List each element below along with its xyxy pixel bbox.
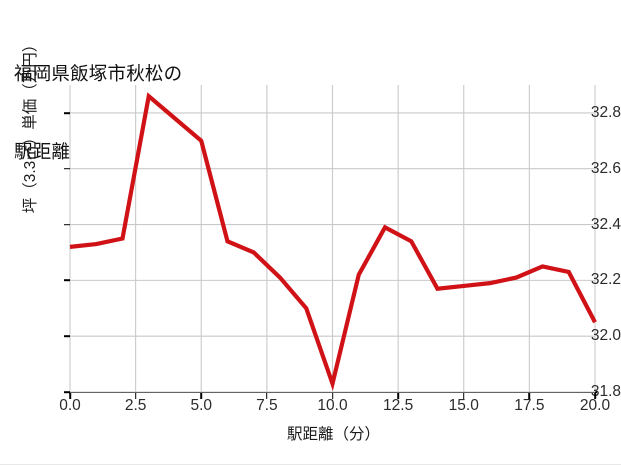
x-tick-mark bbox=[528, 393, 531, 399]
x-axis-title: 駅距離（分） bbox=[286, 426, 380, 443]
x-tick-mark bbox=[200, 393, 203, 399]
y-tick-mark bbox=[64, 279, 70, 282]
x-tick-label: 0.0 bbox=[59, 397, 81, 414]
x-tick-mark bbox=[331, 393, 334, 399]
y-tick-label: 32.8 bbox=[590, 103, 621, 121]
x-tick-mark bbox=[134, 393, 137, 399]
y-tick-mark bbox=[64, 391, 70, 393]
x-tick-label: 5.0 bbox=[190, 397, 213, 414]
x-tick-label: 10.0 bbox=[317, 397, 348, 414]
x-tick-mark bbox=[266, 393, 268, 399]
y-tick-label: 31.8 bbox=[590, 383, 621, 400]
x-tick-label: 12.5 bbox=[383, 397, 414, 414]
x-tick-mark bbox=[462, 393, 465, 399]
y-tick-label: 32.6 bbox=[590, 159, 621, 177]
x-tick-label: 17.5 bbox=[514, 397, 545, 414]
series-line-price bbox=[69, 92, 597, 392]
y-tick-label: 32.2 bbox=[590, 271, 621, 289]
x-tick-mark bbox=[594, 393, 596, 399]
series-line-layer bbox=[69, 92, 597, 392]
y-axis-title: 坪（3.3㎡）単価（万円） bbox=[22, 36, 39, 214]
x-tick-label: 20.0 bbox=[579, 397, 611, 414]
y-tick-label: 32.4 bbox=[590, 215, 621, 233]
x-tick-label: 7.5 bbox=[256, 397, 278, 414]
y-tick-mark bbox=[64, 167, 70, 170]
y-tick-mark bbox=[64, 335, 70, 337]
y-tick-mark bbox=[64, 112, 70, 114]
plot-area bbox=[69, 85, 597, 393]
x-tick-label: 15.0 bbox=[448, 397, 479, 414]
x-tick-mark bbox=[397, 393, 399, 399]
gridlines bbox=[69, 85, 596, 393]
chart-title-line-1: 福岡県飯塚市秋松の bbox=[14, 63, 183, 84]
x-tick-label: 2.5 bbox=[124, 397, 147, 414]
y-tick-mark bbox=[64, 223, 70, 226]
y-tick-label: 32.0 bbox=[590, 327, 621, 345]
x-tick-mark bbox=[69, 393, 71, 399]
